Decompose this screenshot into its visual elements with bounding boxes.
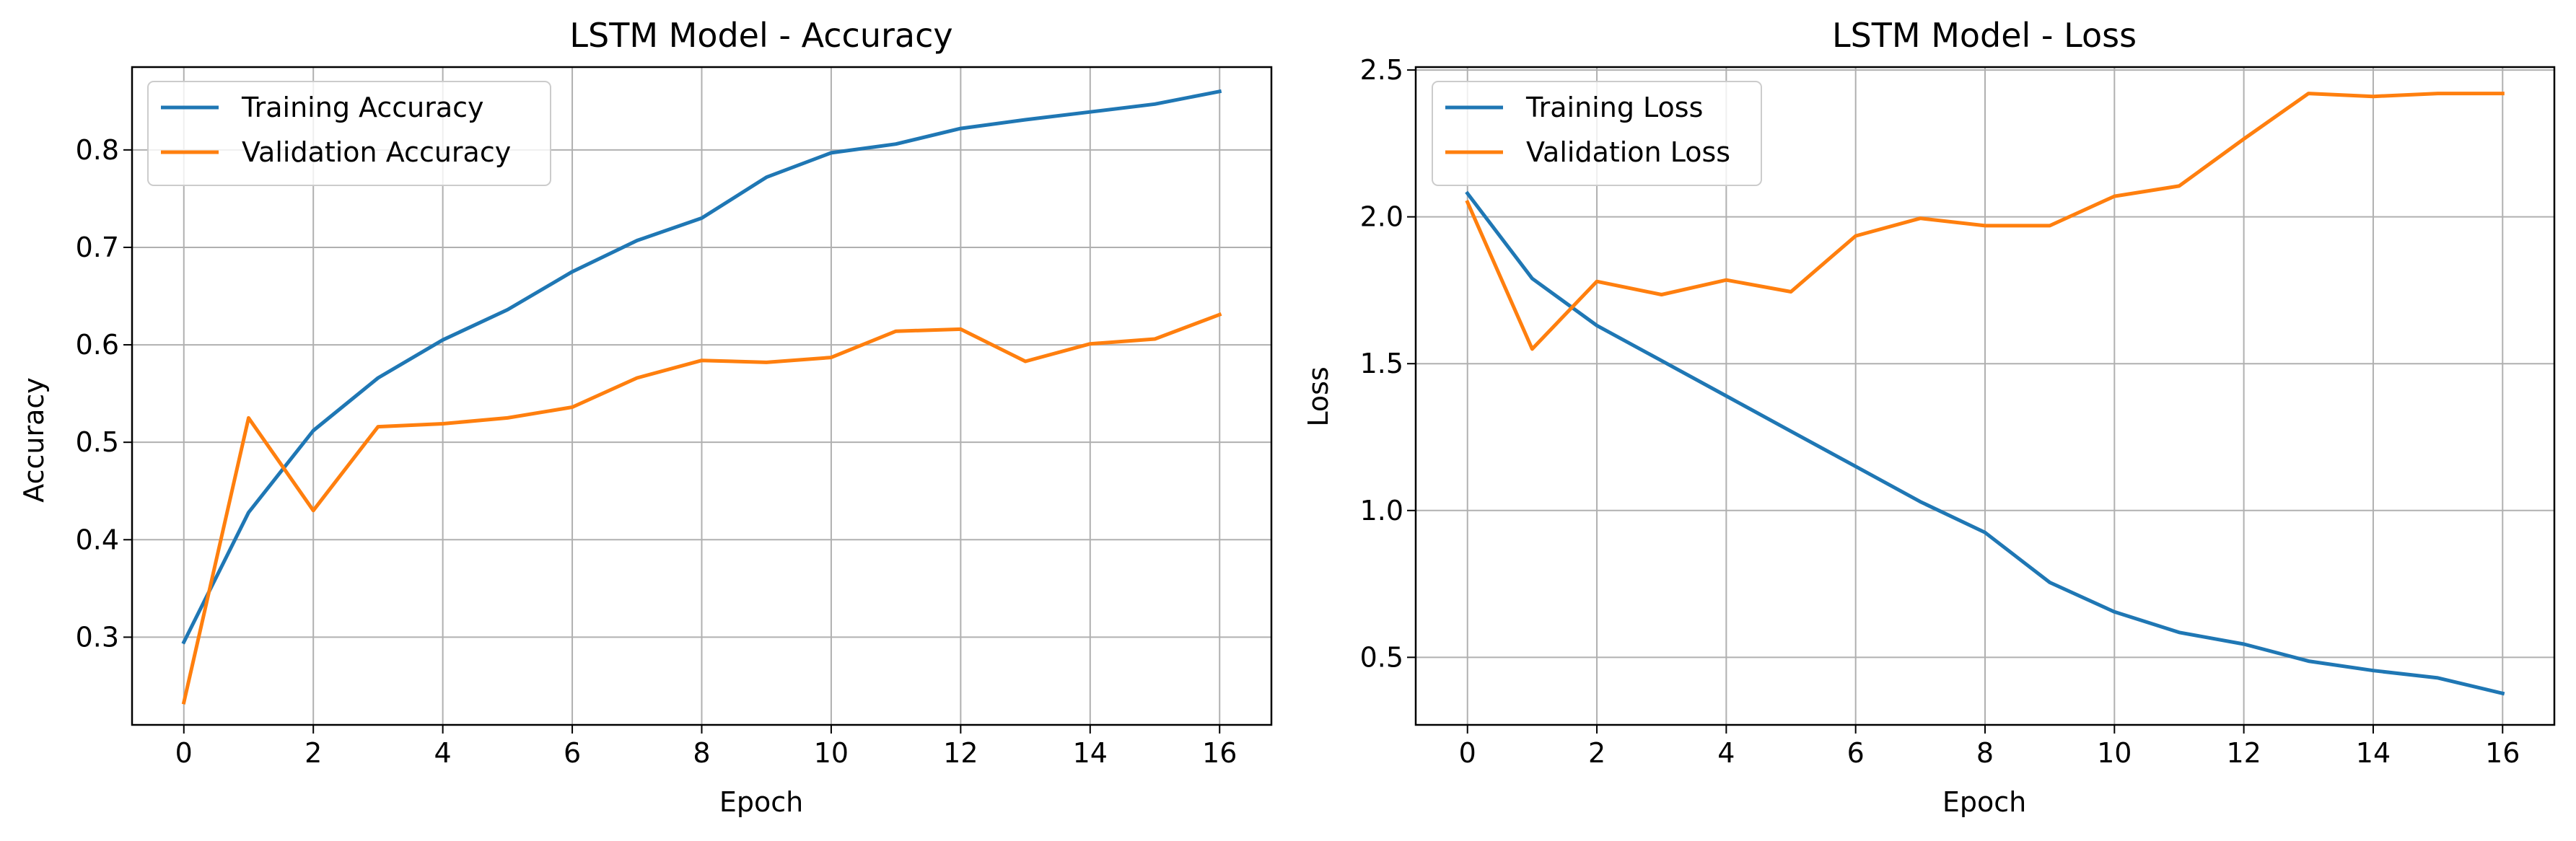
accuracy-panel: LSTM Model - Accuracy Epoch Accuracy 0 2 4…: [18, 16, 1273, 818]
loss-x-tick-label: 10: [2097, 737, 2132, 769]
loss-chart-title: LSTM Model - Loss: [1832, 16, 2137, 55]
loss-x-tick-label: 2: [1588, 737, 1605, 769]
loss-y-tick-label: 1.5: [1360, 348, 1403, 379]
accuracy-x-axis-label: Epoch: [719, 786, 803, 818]
accuracy-legend-label: Training Accuracy: [241, 92, 484, 123]
loss-x-tick-label: 12: [2226, 737, 2261, 769]
loss-y-axis-label: Loss: [1302, 366, 1334, 426]
loss-panel: LSTM Model - Loss Epoch Loss 0 2 4 6 8 10 12 14…: [1302, 16, 2556, 818]
accuracy-x-tick-label: 8: [693, 737, 710, 769]
loss-y-tick-label: 2.5: [1360, 54, 1403, 86]
loss-legend: Training Loss Validation Loss: [1432, 81, 1762, 186]
accuracy-series-line-training: [181, 89, 1222, 645]
loss-legend-label: Training Loss: [1525, 92, 1703, 123]
accuracy-x-tick-label: 6: [564, 737, 581, 769]
accuracy-x-tick-label: 12: [943, 737, 978, 769]
accuracy-x-tick-label: 2: [305, 737, 322, 769]
accuracy-y-axis-label: Accuracy: [18, 377, 50, 503]
loss-y-tick-label: 2.0: [1360, 201, 1403, 233]
accuracy-legend-label: Validation Accuracy: [242, 136, 511, 168]
accuracy-axes-frame: [131, 66, 1273, 726]
loss-x-tick-label: 6: [1847, 737, 1865, 769]
loss-x-tick-label: 16: [2485, 737, 2520, 769]
accuracy-x-tick-label: 0: [175, 737, 193, 769]
loss-x-tick-label: 4: [1717, 737, 1735, 769]
loss-legend-box: [1432, 81, 1762, 186]
loss-y-tick-label: 0.5: [1360, 641, 1403, 673]
accuracy-y-tick-label: 0.3: [76, 621, 119, 653]
loss-x-tick-label: 8: [1976, 737, 1994, 769]
accuracy-x-tick-label: 16: [1202, 737, 1237, 769]
loss-x-axis-label: Epoch: [1942, 786, 2026, 818]
loss-series-line-validation: [1465, 92, 2505, 351]
accuracy-legend-box: [147, 81, 551, 186]
accuracy-legend: Training Accuracy Validation Accuracy: [147, 81, 551, 186]
accuracy-y-tick-label: 0.8: [76, 134, 119, 166]
accuracy-chart-title: LSTM Model - Accuracy: [569, 16, 952, 55]
loss-axes-frame: [1414, 66, 2556, 726]
loss-legend-label: Validation Loss: [1526, 136, 1730, 168]
loss-x-tick-label: 14: [2356, 737, 2391, 769]
accuracy-x-tick-label: 10: [814, 737, 849, 769]
accuracy-x-tick-label: 14: [1073, 737, 1108, 769]
accuracy-y-tick-label: 0.4: [76, 524, 119, 555]
accuracy-y-tick-label: 0.6: [76, 329, 119, 361]
accuracy-y-tick-label: 0.5: [76, 426, 119, 458]
loss-series-line-training: [1465, 190, 2505, 696]
loss-y-tick-label: 1.0: [1360, 495, 1403, 527]
accuracy-y-tick-label: 0.7: [76, 232, 119, 263]
accuracy-series-line-validation: [181, 312, 1222, 705]
loss-x-tick-label: 0: [1459, 737, 1476, 769]
accuracy-x-tick-label: 4: [434, 737, 452, 769]
